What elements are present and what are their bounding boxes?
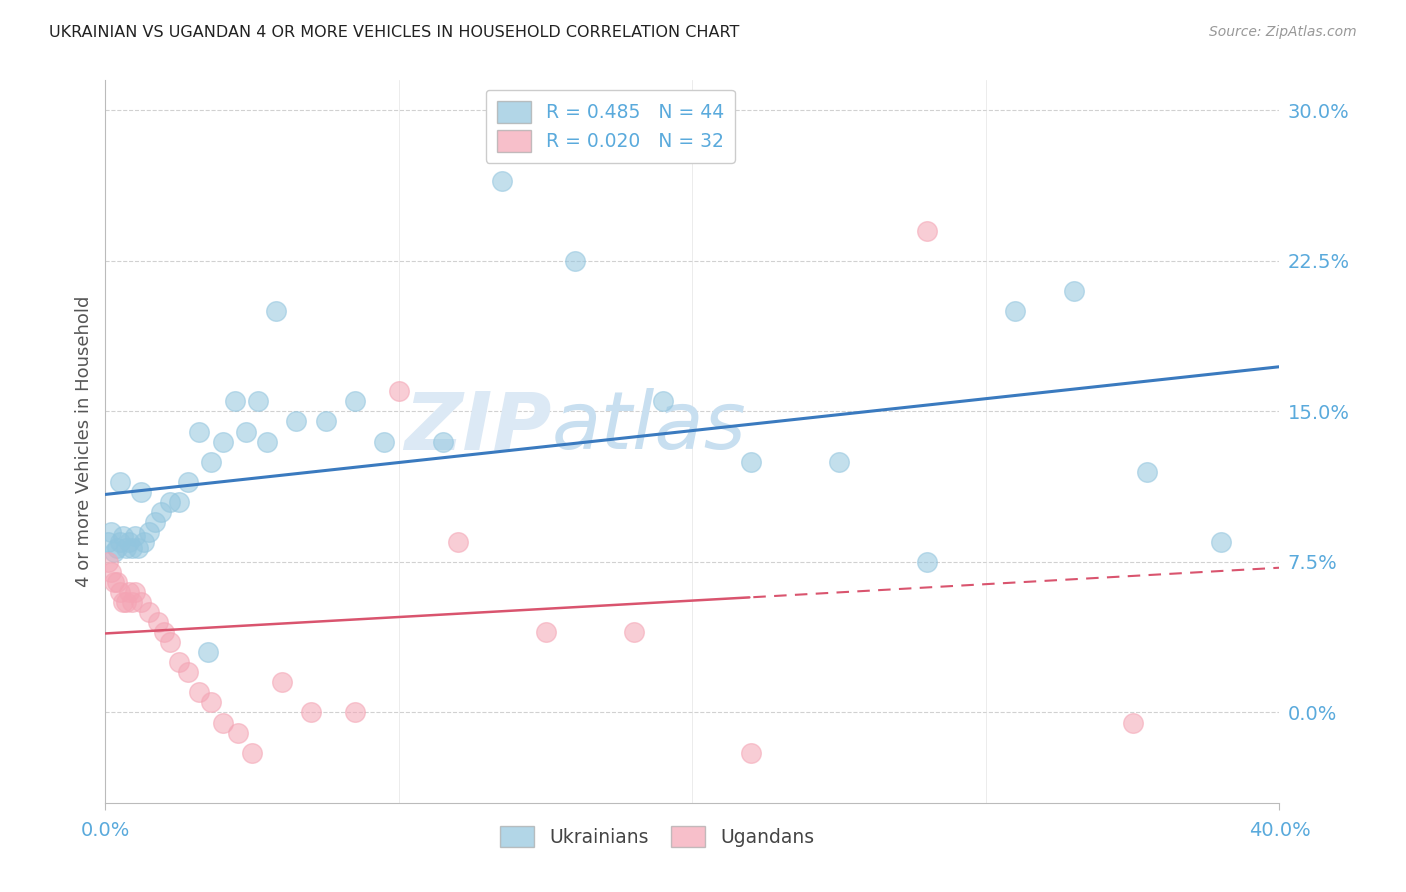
- Point: [115, 595, 138, 609]
- Point: [256, 434, 278, 449]
- Point: [118, 585, 141, 599]
- Point: [247, 394, 270, 409]
- Point: [138, 605, 160, 619]
- Point: [623, 625, 645, 640]
- Point: [1136, 465, 1159, 479]
- Point: [1004, 304, 1026, 318]
- Point: [112, 529, 135, 543]
- Point: [299, 706, 322, 720]
- Point: [224, 394, 246, 409]
- Point: [97, 555, 120, 569]
- Text: atlas: atlas: [551, 388, 747, 467]
- Point: [159, 494, 181, 508]
- Point: [108, 534, 131, 549]
- Point: [315, 414, 337, 429]
- Point: [534, 625, 557, 640]
- Point: [188, 685, 211, 699]
- Point: [1063, 284, 1085, 298]
- Point: [226, 725, 249, 739]
- Point: [105, 574, 128, 589]
- Point: [285, 414, 308, 429]
- Point: [917, 224, 939, 238]
- Point: [97, 534, 120, 549]
- Point: [1122, 715, 1144, 730]
- Point: [740, 746, 762, 760]
- Legend: Ukrainians, Ugandans: Ukrainians, Ugandans: [494, 818, 821, 855]
- Point: [432, 434, 454, 449]
- Point: [167, 655, 190, 669]
- Point: [197, 645, 219, 659]
- Point: [388, 384, 411, 399]
- Text: UKRAINIAN VS UGANDAN 4 OR MORE VEHICLES IN HOUSEHOLD CORRELATION CHART: UKRAINIAN VS UGANDAN 4 OR MORE VEHICLES …: [49, 25, 740, 40]
- Text: ZIP: ZIP: [404, 388, 551, 467]
- Point: [108, 585, 131, 599]
- Point: [343, 706, 366, 720]
- Point: [121, 595, 143, 609]
- Text: Source: ZipAtlas.com: Source: ZipAtlas.com: [1209, 25, 1357, 39]
- Point: [129, 595, 152, 609]
- Point: [124, 585, 146, 599]
- Point: [270, 675, 292, 690]
- Point: [211, 715, 233, 730]
- Point: [143, 515, 166, 529]
- Point: [115, 541, 138, 555]
- Point: [740, 455, 762, 469]
- Point: [124, 529, 146, 543]
- Point: [176, 475, 198, 489]
- Point: [100, 524, 122, 539]
- Point: [167, 494, 190, 508]
- Point: [200, 455, 222, 469]
- Point: [129, 484, 152, 499]
- Point: [100, 565, 122, 579]
- Point: [828, 455, 851, 469]
- Point: [148, 615, 170, 630]
- Point: [564, 253, 586, 268]
- Point: [491, 173, 513, 187]
- Point: [264, 304, 287, 318]
- Point: [235, 425, 257, 439]
- Point: [132, 534, 155, 549]
- Point: [138, 524, 160, 539]
- Point: [176, 665, 198, 680]
- Point: [343, 394, 366, 409]
- Point: [373, 434, 395, 449]
- Point: [105, 541, 128, 555]
- Point: [118, 534, 141, 549]
- Point: [159, 635, 181, 649]
- Point: [188, 425, 211, 439]
- Y-axis label: 4 or more Vehicles in Household: 4 or more Vehicles in Household: [75, 296, 93, 587]
- Point: [103, 574, 125, 589]
- Point: [200, 696, 222, 710]
- Point: [211, 434, 233, 449]
- Point: [121, 541, 143, 555]
- Point: [153, 625, 176, 640]
- Point: [127, 541, 149, 555]
- Point: [112, 595, 135, 609]
- Point: [917, 555, 939, 569]
- Point: [652, 394, 675, 409]
- Point: [150, 505, 173, 519]
- Point: [1209, 534, 1232, 549]
- Point: [240, 746, 263, 760]
- Point: [447, 534, 470, 549]
- Point: [108, 475, 131, 489]
- Point: [103, 545, 125, 559]
